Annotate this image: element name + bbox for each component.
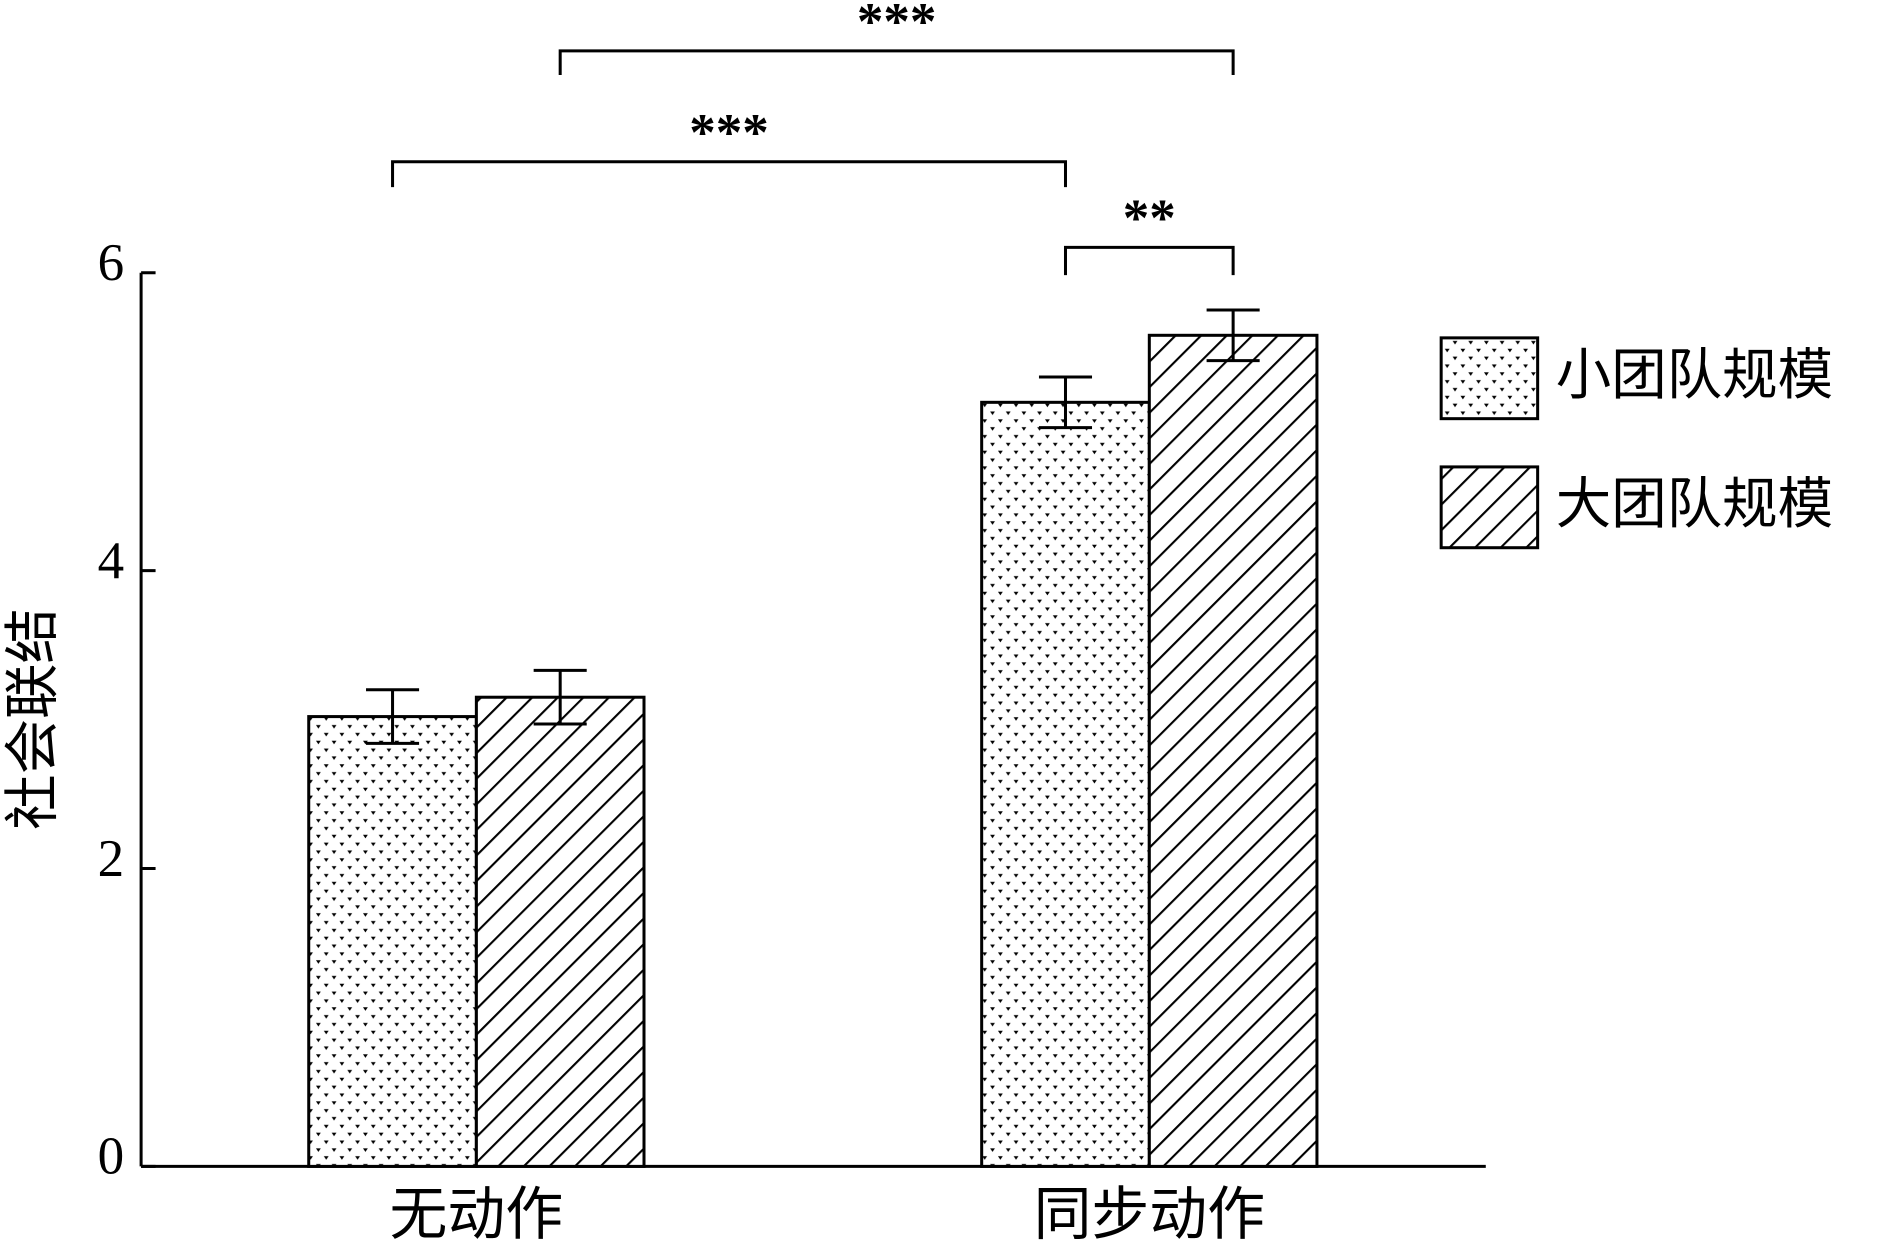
error-bar: [1038, 375, 1093, 430]
bar: [474, 695, 646, 1168]
y-axis-label: 社会联结: [2, 608, 63, 830]
bar: [980, 400, 1151, 1168]
significance-label: ***: [689, 104, 769, 162]
legend-swatch: [1439, 465, 1540, 550]
error-bar: [1206, 308, 1260, 363]
y-tick-label: 4: [98, 532, 125, 590]
error-bar: [366, 688, 420, 745]
significance-bracket: [391, 160, 1068, 188]
significance-bracket: [1063, 245, 1235, 276]
significance-label: ***: [857, 0, 937, 51]
significance-bracket: [558, 49, 1235, 75]
x-tick-label: 无动作: [390, 1182, 564, 1247]
x-tick-label: 同步动作: [1034, 1182, 1266, 1247]
y-tick-label: 6: [98, 234, 125, 292]
bar: [1147, 333, 1319, 1168]
legend-label: 小团队规模: [1556, 345, 1833, 406]
significance-label: **: [1123, 189, 1176, 247]
legend-label: 大团队规模: [1556, 474, 1833, 535]
legend-swatch: [1439, 336, 1540, 421]
error-bar: [533, 668, 587, 726]
y-tick-label: 0: [98, 1128, 125, 1186]
y-tick-label: 2: [98, 830, 125, 888]
bar: [307, 715, 478, 1168]
